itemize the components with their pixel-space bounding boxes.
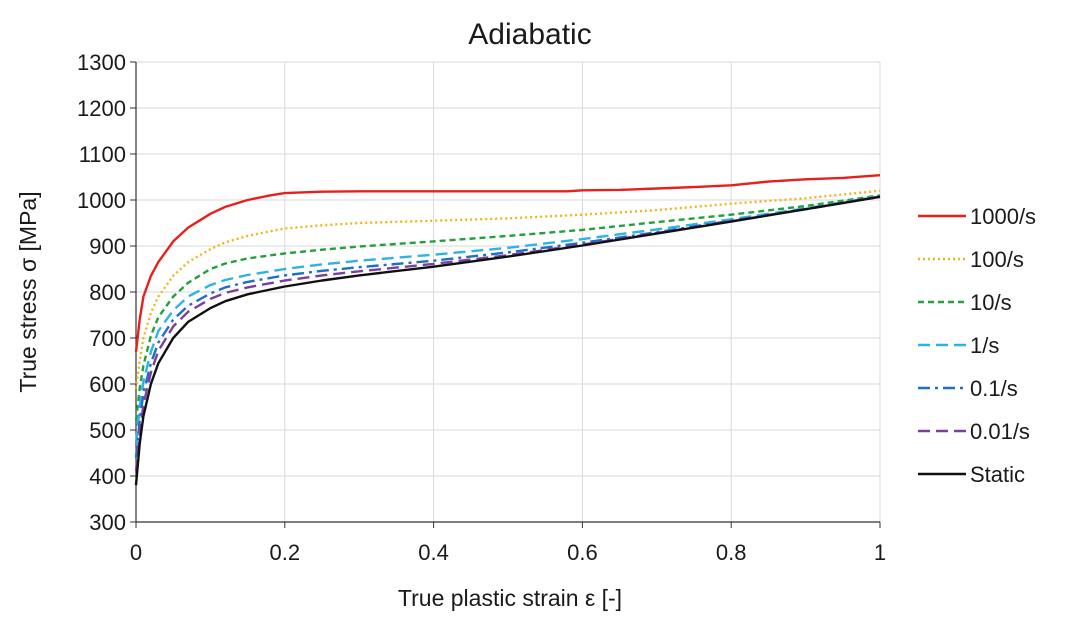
series-line-static xyxy=(134,195,881,486)
y-tick-label: 1300 xyxy=(77,50,126,75)
y-tick-label: 1100 xyxy=(79,142,126,167)
legend-label-1000-s: 1000/s xyxy=(970,204,1036,229)
series-layer xyxy=(134,174,881,486)
y-tick-label: 1200 xyxy=(77,96,126,121)
x-axis-label: True plastic strain ε [-] xyxy=(398,585,622,611)
y-axis-label: True stress σ [MPa] xyxy=(15,191,41,392)
x-tick-label: 0 xyxy=(130,540,142,565)
y-tick-label: 400 xyxy=(89,464,126,489)
legend: 1000/s 100/s 10/s 1/s 0.1/s 0.01/s Static xyxy=(918,204,1036,487)
legend-label-0-01-s: 0.01/s xyxy=(970,419,1030,444)
x-tick-label: 0.2 xyxy=(270,540,301,565)
legend-label-static: Static xyxy=(970,462,1025,487)
series-line-1000-s xyxy=(134,174,881,352)
legend-label-1-s: 1/s xyxy=(970,333,999,358)
grid xyxy=(135,61,881,523)
legend-label-0-1-s: 0.1/s xyxy=(970,376,1018,401)
chart-title: Adiabatic xyxy=(468,18,591,51)
axes: 300 400 500 600 700 800 900 1000 1100 1200 1300 0 0.… xyxy=(77,50,886,565)
y-tick-label: 700 xyxy=(89,326,126,351)
series-line-10-s xyxy=(134,194,881,421)
x-tick-label: 0.8 xyxy=(716,540,747,565)
x-tick-label: 1 xyxy=(874,540,886,565)
series-line-1-s xyxy=(134,195,881,444)
y-tick-label: 300 xyxy=(89,510,126,535)
y-tick-label: 600 xyxy=(89,372,126,397)
legend-label-100-s: 100/s xyxy=(970,247,1024,272)
y-tick-label: 500 xyxy=(89,418,126,443)
x-tick-label: 0.6 xyxy=(567,540,598,565)
y-tick-label: 800 xyxy=(89,280,126,305)
x-tick-label: 0.4 xyxy=(418,540,449,565)
y-tick-label: 900 xyxy=(89,234,126,259)
y-tick-label: 1000 xyxy=(77,188,126,213)
legend-label-10-s: 10/s xyxy=(970,290,1012,315)
